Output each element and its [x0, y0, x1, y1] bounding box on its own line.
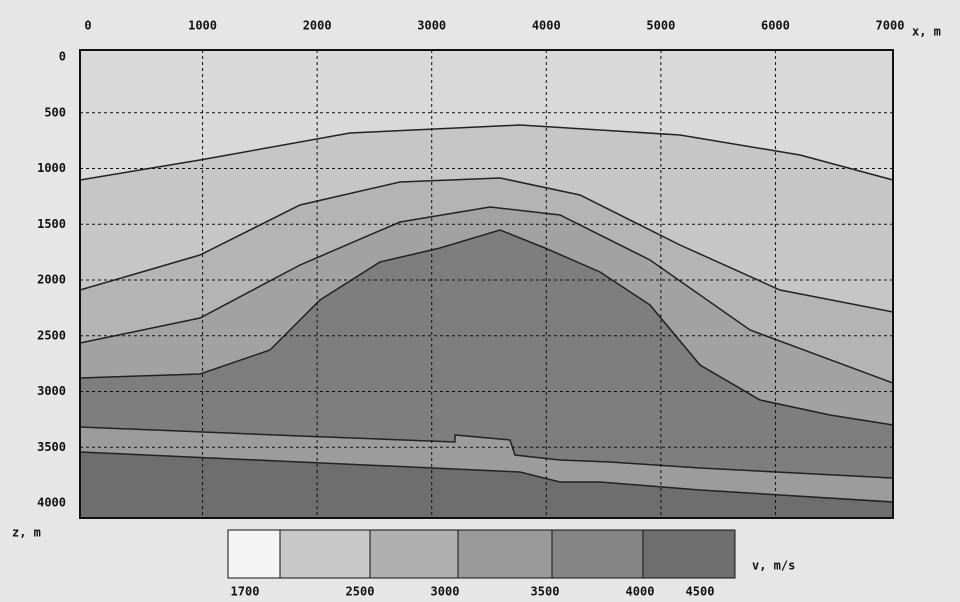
x-tick-label: 4000	[532, 19, 561, 33]
legend-tick-label: 3000	[431, 585, 460, 599]
legend-swatch	[227, 529, 281, 579]
y-axis-label: z, m	[12, 526, 41, 540]
legend-tick-label: 2500	[346, 585, 375, 599]
layer-top	[80, 50, 893, 180]
y-tick-label: 0	[59, 50, 66, 64]
velocity-model	[79, 49, 894, 519]
x-tick-label: 6000	[761, 19, 790, 33]
y-tick-label: 3500	[37, 440, 66, 454]
legend-tick-label: 4500	[686, 585, 715, 599]
x-tick-label: 7000	[876, 19, 905, 33]
x-tick-label: 1000	[188, 19, 217, 33]
y-tick-label: 2500	[37, 328, 66, 342]
grid	[80, 50, 893, 518]
y-tick-label: 1500	[37, 217, 66, 231]
plot-frame	[79, 49, 894, 519]
boundary	[79, 206, 894, 384]
boundary	[79, 451, 894, 503]
legend-swatch	[279, 529, 371, 579]
boundary	[79, 177, 894, 313]
x-tick-label: 5000	[646, 19, 675, 33]
legend-swatch	[642, 529, 736, 579]
x-tick-label: 2000	[303, 19, 332, 33]
y-tick-label: 4000	[37, 496, 66, 510]
legend-label: v, m/s	[752, 559, 795, 573]
x-axis-label: x, m	[912, 25, 941, 39]
legend: v, m/s	[227, 529, 795, 579]
y-tick-label: 3000	[37, 384, 66, 398]
legend-swatch	[457, 529, 553, 579]
legend-tick-label: 4000	[626, 585, 655, 599]
legend-swatch	[369, 529, 459, 579]
y-tick-label: 2000	[37, 273, 66, 287]
boundary	[79, 124, 894, 181]
y-tick-label: 1000	[37, 161, 66, 175]
legend-swatch	[551, 529, 644, 579]
y-tick-label: 500	[44, 105, 66, 119]
legend-tick-label: 3500	[531, 585, 560, 599]
legend-tick-label: 1700	[231, 585, 260, 599]
x-tick-label: 0	[84, 19, 91, 33]
boundary	[79, 229, 894, 426]
x-tick-label: 3000	[417, 19, 446, 33]
